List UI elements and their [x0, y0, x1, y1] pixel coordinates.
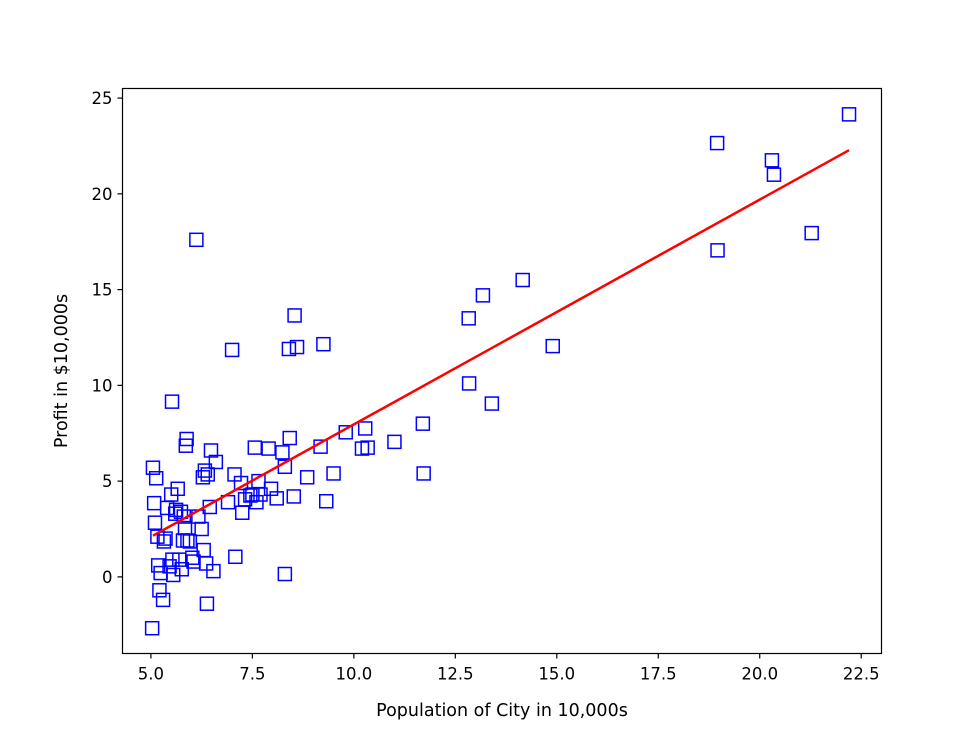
data-point-marker	[148, 471, 164, 486]
data-point-marker	[224, 342, 240, 358]
data-point-marker	[144, 620, 160, 636]
data-point-marker	[156, 534, 172, 549]
x-tick-label: 12.5	[437, 665, 474, 684]
data-point-marker	[249, 494, 264, 510]
data-point-marker	[515, 272, 530, 288]
data-point-marker	[484, 396, 500, 411]
data-point-marker	[182, 534, 198, 549]
x-tick-label: 5.0	[138, 665, 164, 684]
data-point-marker	[841, 107, 857, 122]
data-point-marker	[461, 376, 477, 391]
data-point-marker	[158, 531, 173, 546]
x-axis-label: Population of City in 10,000s	[376, 701, 628, 721]
data-point-marker	[286, 489, 302, 504]
data-point-marker	[475, 288, 491, 303]
y-tick-label: 15	[92, 281, 113, 300]
data-point-marker	[253, 487, 268, 502]
data-point-marker	[299, 470, 315, 485]
data-point-marker	[766, 167, 782, 182]
regression-line-group	[152, 149, 850, 537]
data-point-marker	[173, 504, 189, 520]
fitted-line	[152, 149, 850, 537]
data-point-marker	[319, 493, 334, 509]
data-point-marker	[275, 445, 290, 460]
data-point-marker	[354, 441, 370, 456]
x-tick-label: 10.0	[335, 665, 372, 684]
data-point-marker	[180, 533, 195, 548]
data-point-marker	[247, 440, 263, 455]
data-point-marker	[764, 153, 780, 168]
x-tick-label: 7.5	[239, 665, 265, 684]
data-point-marker	[185, 550, 200, 565]
data-point-marker	[197, 463, 213, 478]
data-point-marker	[194, 521, 209, 537]
data-point-marker	[189, 232, 204, 248]
x-tick-label: 15.0	[538, 665, 575, 684]
data-point-marker	[228, 549, 243, 565]
data-point-marker	[176, 509, 192, 524]
data-point-marker	[152, 583, 167, 598]
data-point-marker	[709, 135, 725, 151]
x-tick-label: 22.5	[843, 665, 880, 684]
x-tick-label: 17.5	[640, 665, 677, 684]
data-point-marker	[174, 561, 190, 577]
data-point-marker	[237, 492, 253, 507]
data-point-marker	[357, 421, 373, 436]
y-tick-label: 25	[92, 89, 113, 108]
data-point-marker	[150, 558, 166, 573]
data-point-marker	[277, 566, 293, 582]
data-point-marker	[316, 336, 331, 352]
y-axis-ticks: 0 5 10 15 20 25	[92, 89, 123, 587]
y-tick-label: 5	[102, 472, 113, 491]
data-points-group	[144, 107, 857, 636]
data-point-marker	[289, 339, 305, 355]
data-point-marker	[415, 416, 431, 431]
data-point-marker	[804, 225, 819, 241]
data-point-marker	[155, 592, 171, 608]
y-tick-label: 20	[92, 185, 113, 204]
data-point-marker	[269, 491, 284, 506]
data-point-marker	[263, 481, 279, 497]
data-point-marker	[199, 596, 215, 611]
data-point-marker	[203, 443, 219, 458]
plot-area-frame	[121, 87, 883, 655]
data-point-marker	[208, 454, 224, 470]
data-point-marker	[461, 311, 476, 326]
data-point-marker	[220, 494, 236, 510]
data-point-marker	[165, 567, 181, 583]
data-point-marker	[164, 394, 180, 409]
y-tick-label: 0	[102, 568, 113, 587]
data-point-marker	[145, 460, 161, 475]
data-point-marker	[147, 515, 163, 530]
data-point-marker	[198, 556, 214, 571]
data-point-marker	[387, 434, 402, 450]
data-point-marker	[168, 506, 183, 521]
data-point-marker	[710, 243, 725, 258]
data-point-marker	[170, 481, 185, 497]
data-point-marker	[281, 341, 297, 357]
data-point-marker	[206, 563, 221, 579]
data-point-marker	[326, 466, 341, 481]
data-point-marker	[360, 440, 375, 455]
data-point-marker	[200, 467, 215, 482]
x-tick-label: 20.0	[741, 665, 778, 684]
y-axis-label: Profit in $10,000s	[52, 294, 72, 448]
y-tick-label: 10	[92, 376, 113, 395]
data-point-marker	[261, 441, 276, 456]
data-point-marker	[287, 308, 302, 323]
data-point-marker	[282, 430, 297, 446]
x-axis-ticks: 5.0 7.5 10.0 12.5 15.0 17.5 20.0 22.5	[138, 653, 880, 684]
data-point-marker	[545, 338, 560, 354]
data-point-marker	[179, 431, 194, 447]
data-point-marker	[416, 466, 431, 481]
